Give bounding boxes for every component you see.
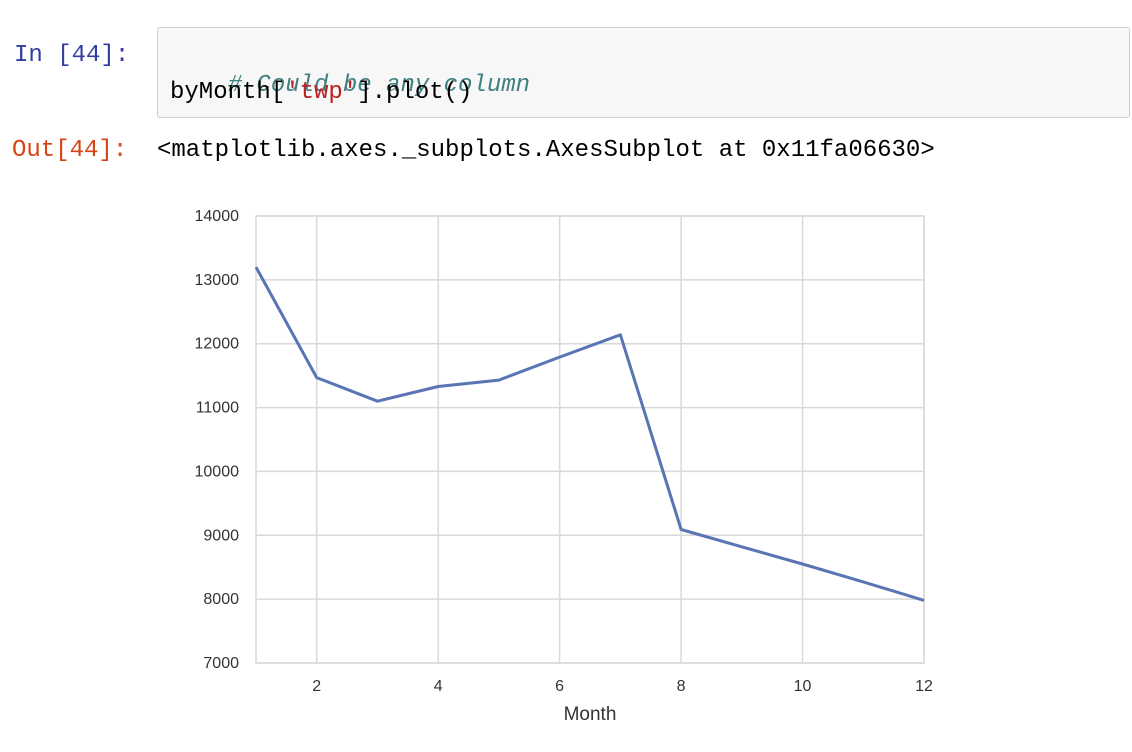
code-comment: # Could be any column bbox=[227, 72, 531, 99]
output-prompt: Out[44]: bbox=[12, 137, 128, 164]
code-line-comment: # Could be any column bbox=[170, 44, 530, 128]
x-tick-label: 2 bbox=[312, 678, 321, 695]
code-string: 'twp' bbox=[285, 79, 358, 106]
plot-frame bbox=[255, 215, 925, 664]
y-tick-label: 11000 bbox=[196, 400, 239, 417]
x-tick-label: 4 bbox=[434, 678, 443, 695]
x-tick-label: 8 bbox=[677, 678, 686, 695]
plot-area bbox=[256, 216, 924, 663]
y-tick-label: 7000 bbox=[203, 655, 239, 672]
code-prefix: byMonth[ bbox=[170, 79, 286, 106]
y-tick-label: 9000 bbox=[203, 527, 239, 544]
y-tick-label: 8000 bbox=[203, 591, 239, 608]
code-line-plot: byMonth['twp'].plot() bbox=[170, 79, 472, 107]
x-axis-label: Month bbox=[564, 704, 617, 725]
x-tick-label: 10 bbox=[794, 678, 812, 695]
x-tick-label: 12 bbox=[915, 678, 933, 695]
code-suffix: ].plot() bbox=[357, 79, 473, 106]
y-tick-label: 14000 bbox=[195, 208, 240, 225]
y-tick-label: 13000 bbox=[195, 272, 240, 289]
code-input-cell[interactable]: # Could be any column byMonth['twp'].plo… bbox=[157, 27, 1130, 118]
series-line bbox=[254, 266, 925, 602]
input-prompt: In [44]: bbox=[14, 42, 130, 69]
y-tick-label: 10000 bbox=[195, 463, 240, 480]
y-tick-label: 12000 bbox=[195, 336, 240, 353]
x-tick-label: 6 bbox=[555, 678, 564, 695]
output-repr-text: <matplotlib.axes._subplots.AxesSubplot a… bbox=[157, 137, 935, 164]
